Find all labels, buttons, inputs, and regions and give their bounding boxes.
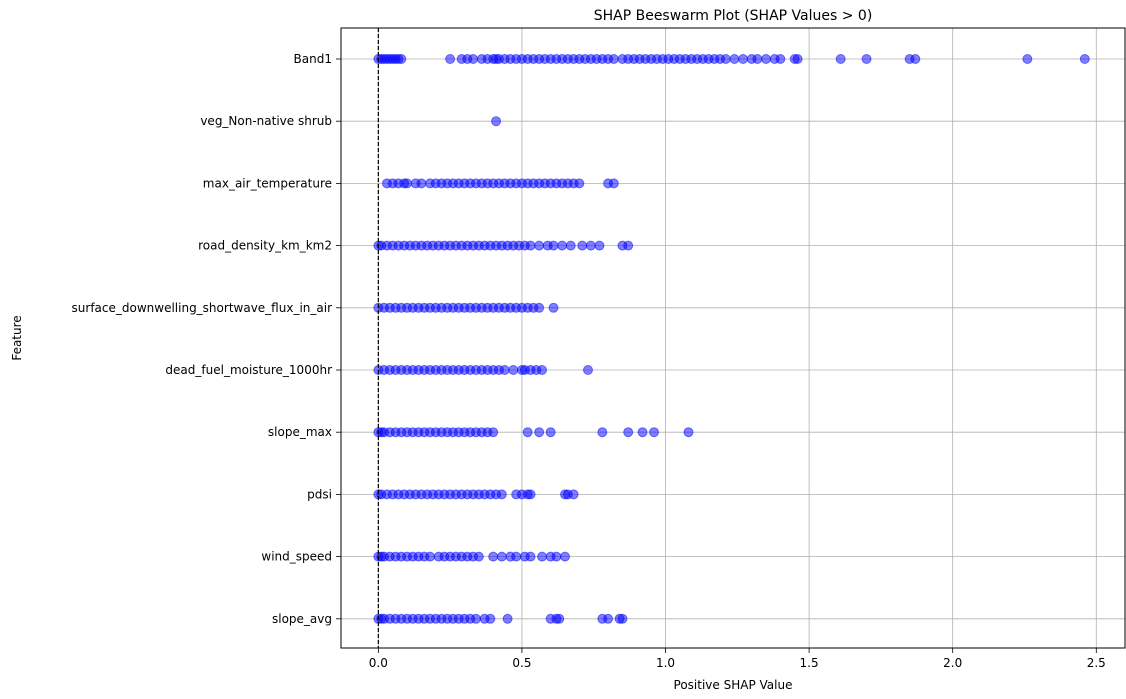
data-point <box>560 551 570 562</box>
x-tick-label: 1.0 <box>656 656 675 670</box>
data-point <box>565 240 576 251</box>
data-point <box>525 551 536 562</box>
data-point <box>445 54 456 64</box>
data-point <box>617 613 628 624</box>
chart-title: SHAP Beeswarm Plot (SHAP Values > 0) <box>594 8 873 24</box>
data-points <box>373 54 1090 624</box>
data-point <box>861 54 872 64</box>
data-point <box>603 613 614 624</box>
data-point <box>491 116 502 127</box>
data-point <box>568 489 579 500</box>
feature-label: max_air_temperature <box>203 176 332 190</box>
data-point <box>608 178 619 189</box>
data-point <box>502 613 513 624</box>
data-point <box>637 427 648 438</box>
y-axis-ticks: Band1 veg_Non-native shrub max_air_temper… <box>72 52 341 626</box>
data-point <box>752 54 763 64</box>
data-point <box>683 427 694 438</box>
data-point <box>551 551 562 562</box>
x-tick-label: 0.5 <box>512 656 531 670</box>
data-point <box>729 54 740 64</box>
data-point <box>396 54 407 64</box>
data-point <box>537 551 548 562</box>
data-point <box>508 365 519 375</box>
feature-label: slope_avg <box>272 612 332 626</box>
data-point <box>720 54 731 64</box>
data-point <box>470 613 481 624</box>
data-point <box>623 240 634 251</box>
data-point <box>910 54 921 64</box>
data-point <box>792 54 803 64</box>
data-point <box>761 54 772 64</box>
data-point <box>534 302 545 313</box>
feature-label: road_density_km_km2 <box>198 239 332 253</box>
data-point <box>488 551 499 562</box>
data-point <box>554 613 565 624</box>
feature-label: dead_fuel_moisture_1000hr <box>165 363 332 377</box>
x-axis-ticks: 0.0 0.5 1.0 1.5 2.0 2.5 <box>369 648 1106 670</box>
data-point <box>835 54 846 64</box>
data-point <box>1022 54 1033 64</box>
data-point <box>499 365 510 375</box>
data-point <box>574 178 585 189</box>
data-point <box>557 240 568 251</box>
feature-label: wind_speed <box>261 550 332 564</box>
data-point <box>425 551 436 562</box>
plot-frame <box>340 27 1126 649</box>
data-point <box>585 240 596 251</box>
data-point <box>623 427 634 438</box>
feature-label: veg_Non-native shrub <box>200 114 332 128</box>
data-point <box>496 551 507 562</box>
feature-label: surface_downwelling_shortwave_flux_in_ai… <box>72 301 333 315</box>
data-point <box>1079 54 1090 64</box>
data-point <box>534 240 545 251</box>
data-point <box>597 427 608 438</box>
data-point <box>775 54 786 64</box>
data-point <box>545 427 556 438</box>
data-point <box>511 551 522 562</box>
x-tick-label: 0.0 <box>369 656 388 670</box>
data-point <box>402 178 413 189</box>
x-tick-label: 1.5 <box>800 656 819 670</box>
data-point <box>525 240 536 251</box>
data-point <box>738 54 749 64</box>
data-point <box>548 240 559 251</box>
feature-label: slope_max <box>268 425 332 439</box>
data-point <box>594 240 605 251</box>
data-point <box>496 489 507 500</box>
data-point <box>473 551 484 562</box>
x-tick-label: 2.5 <box>1087 656 1106 670</box>
data-point <box>525 489 536 500</box>
feature-label: pdsi <box>307 487 332 501</box>
data-point <box>468 54 479 64</box>
data-point <box>582 365 593 375</box>
feature-label: Band1 <box>294 52 332 66</box>
data-point <box>548 302 559 313</box>
data-point <box>608 54 619 64</box>
x-tick-label: 2.0 <box>943 656 962 670</box>
data-point <box>488 427 499 438</box>
y-axis-title: Feature <box>10 315 24 360</box>
x-axis-title: Positive SHAP Value <box>674 678 793 692</box>
data-point <box>485 613 496 624</box>
data-point <box>649 427 660 438</box>
data-point <box>537 365 548 375</box>
data-point <box>534 427 545 438</box>
data-point <box>577 240 588 251</box>
data-point <box>416 178 427 189</box>
data-point <box>522 427 533 438</box>
